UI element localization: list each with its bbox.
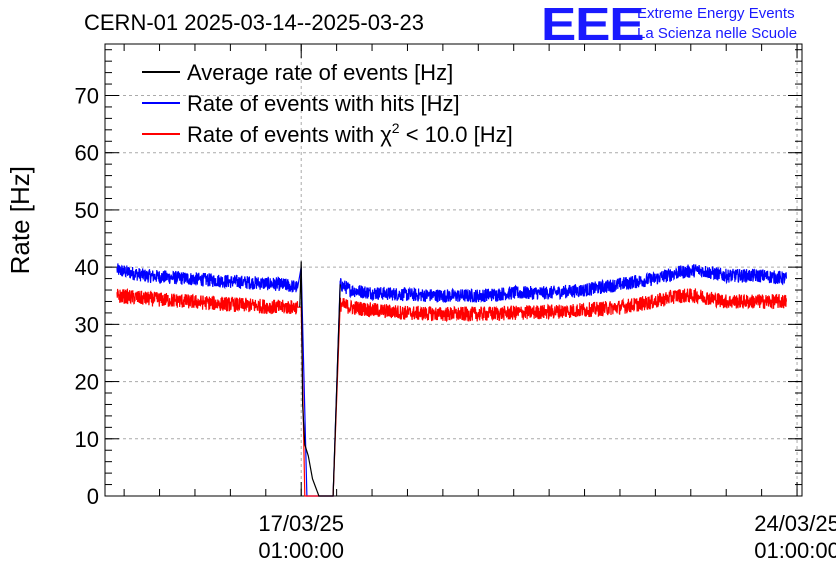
chart-title: CERN-01 2025-03-14--2025-03-23 bbox=[84, 10, 424, 35]
x-tick-label-date: 17/03/25 bbox=[258, 511, 344, 536]
legend-label-average: Average rate of events [Hz] bbox=[187, 60, 453, 85]
y-axis-label-wrap: Rate [Hz] bbox=[5, 166, 35, 286]
series-line-chi2 bbox=[116, 288, 787, 497]
axis-ticks: 01020304050607017/03/2501:00:0024/03/250… bbox=[75, 44, 836, 563]
plot-frame bbox=[104, 43, 803, 497]
y-axis-label: Rate [Hz] bbox=[5, 166, 35, 275]
legend: Average rate of events [Hz] Rate of event… bbox=[142, 60, 513, 147]
y-tick-label: 10 bbox=[75, 427, 99, 452]
legend-label-hits: Rate of events with hits [Hz] bbox=[187, 91, 460, 116]
y-tick-label: 70 bbox=[75, 83, 99, 108]
logo-line-1: Extreme Energy Events bbox=[637, 5, 795, 22]
x-tick-label-date: 24/03/25 bbox=[754, 511, 836, 536]
eee-logo: EEE bbox=[541, 0, 645, 50]
legend-label-chi2: Rate of events with χ2 < 10.0 [Hz] bbox=[187, 120, 513, 147]
y-tick-label: 0 bbox=[87, 484, 99, 509]
eee-logo-text: Extreme Energy Events La Scienza nelle S… bbox=[637, 4, 797, 44]
x-tick-label-time: 01:00:00 bbox=[258, 538, 344, 563]
y-tick-label: 60 bbox=[75, 141, 99, 166]
y-tick-label: 20 bbox=[75, 370, 99, 395]
series-line-average bbox=[299, 261, 341, 497]
y-tick-label: 50 bbox=[75, 198, 99, 223]
series-line-hits bbox=[116, 263, 787, 497]
y-tick-label: 30 bbox=[75, 312, 99, 337]
x-tick-label-time: 01:00:00 bbox=[754, 538, 836, 563]
logo-line-2: La Scienza nelle Scuole bbox=[637, 25, 798, 42]
y-tick-label: 40 bbox=[75, 255, 99, 280]
series-layer bbox=[116, 261, 787, 497]
grid-lines bbox=[105, 44, 802, 496]
